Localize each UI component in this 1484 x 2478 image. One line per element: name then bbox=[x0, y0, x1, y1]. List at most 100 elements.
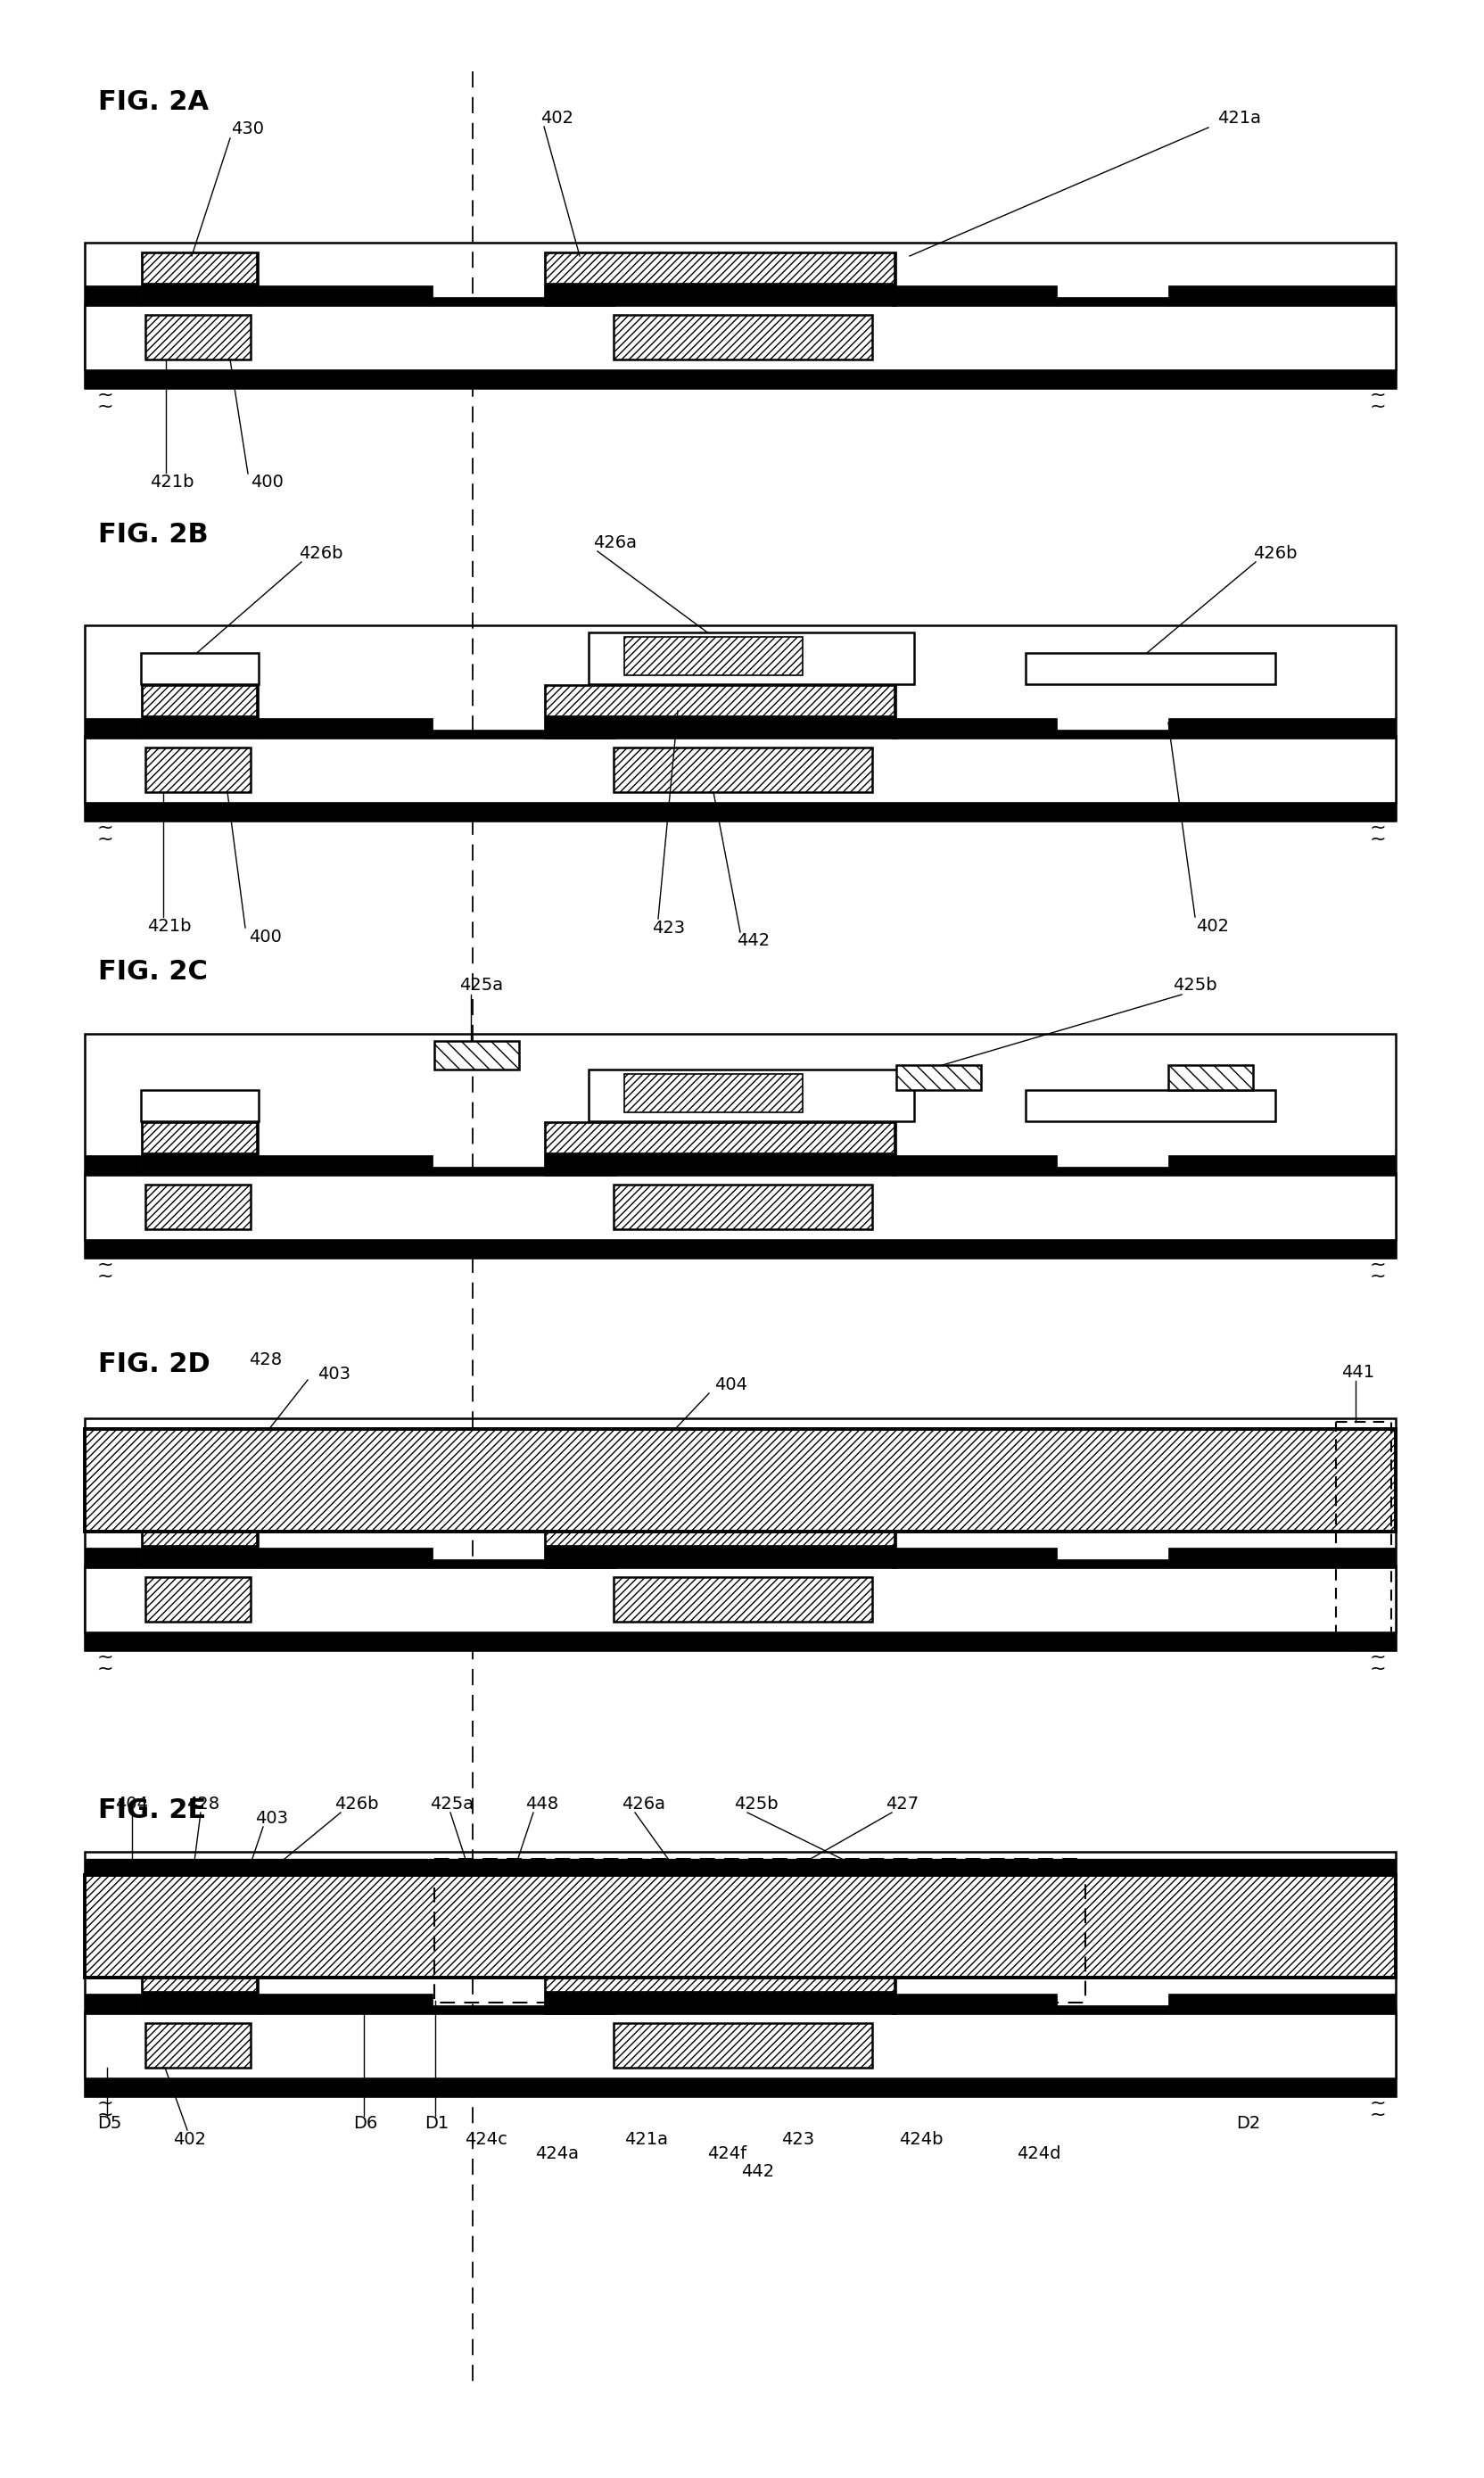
Bar bbox=[85, 1417, 1395, 1650]
Bar bbox=[543, 684, 896, 738]
Bar bbox=[896, 1903, 981, 1928]
Text: ~: ~ bbox=[1368, 1660, 1386, 1678]
Text: 423: 423 bbox=[651, 919, 686, 937]
Bar bbox=[613, 1184, 871, 1229]
Bar bbox=[85, 369, 1395, 389]
Text: ~: ~ bbox=[1368, 1256, 1386, 1274]
Text: ~: ~ bbox=[96, 1660, 113, 1678]
Bar bbox=[623, 1467, 803, 1504]
Bar bbox=[1168, 1155, 1395, 1175]
Bar bbox=[1168, 1903, 1252, 1928]
Text: 402: 402 bbox=[540, 109, 573, 126]
Text: 424f: 424f bbox=[706, 2146, 746, 2163]
Text: 404: 404 bbox=[714, 1375, 748, 1393]
Text: 441: 441 bbox=[1342, 1363, 1374, 1380]
Bar bbox=[85, 2079, 1395, 2096]
Bar bbox=[433, 1041, 519, 1070]
Text: ~: ~ bbox=[1368, 1269, 1386, 1286]
Text: ~: ~ bbox=[1368, 2094, 1386, 2111]
Text: 421b: 421b bbox=[147, 917, 191, 934]
Text: D1: D1 bbox=[424, 2114, 448, 2131]
Bar bbox=[85, 803, 1395, 820]
Bar bbox=[1168, 1549, 1395, 1569]
Text: ~: ~ bbox=[1368, 399, 1386, 416]
Bar bbox=[85, 1549, 141, 1569]
Bar bbox=[432, 729, 548, 738]
Bar bbox=[892, 1549, 1057, 1569]
Text: 442: 442 bbox=[741, 2163, 775, 2181]
Bar bbox=[543, 1514, 896, 1569]
Text: ~: ~ bbox=[96, 387, 113, 404]
Bar bbox=[258, 285, 432, 305]
Text: 400: 400 bbox=[251, 473, 283, 491]
Bar bbox=[258, 1549, 432, 1569]
Bar bbox=[588, 632, 914, 684]
Bar bbox=[1168, 719, 1395, 738]
Text: ~: ~ bbox=[96, 399, 113, 416]
Text: 425a: 425a bbox=[430, 1794, 473, 1811]
Bar bbox=[85, 1851, 1395, 2096]
Bar bbox=[141, 1928, 258, 1960]
Bar bbox=[1025, 652, 1275, 684]
Bar bbox=[543, 1120, 896, 1175]
Bar bbox=[85, 624, 1395, 820]
Bar bbox=[142, 1517, 257, 1546]
Text: 426b: 426b bbox=[1252, 545, 1297, 563]
Bar bbox=[145, 1576, 251, 1621]
Bar bbox=[588, 1462, 914, 1514]
Text: 426b: 426b bbox=[298, 545, 343, 563]
Bar bbox=[896, 1457, 981, 1482]
Text: 423: 423 bbox=[781, 2131, 815, 2148]
Bar bbox=[613, 2022, 871, 2067]
Text: ~: ~ bbox=[1368, 818, 1386, 838]
Bar bbox=[892, 1155, 1057, 1175]
Bar bbox=[142, 686, 257, 716]
Text: 427: 427 bbox=[886, 1794, 919, 1811]
Bar bbox=[258, 719, 432, 738]
Text: ~: ~ bbox=[1368, 1648, 1386, 1665]
Bar bbox=[543, 253, 896, 305]
Bar bbox=[546, 1963, 893, 1992]
Bar bbox=[85, 2012, 1395, 2079]
Bar bbox=[85, 1858, 1395, 1876]
Bar bbox=[588, 1070, 914, 1120]
Text: 425a: 425a bbox=[460, 976, 503, 994]
Bar bbox=[141, 1120, 258, 1175]
Bar bbox=[85, 1172, 1395, 1239]
Bar bbox=[1057, 297, 1168, 305]
Text: FIG. 2C: FIG. 2C bbox=[98, 959, 208, 984]
Text: 430: 430 bbox=[232, 121, 264, 139]
Text: 424a: 424a bbox=[536, 2146, 579, 2163]
Bar bbox=[85, 1430, 1395, 1531]
Text: 426a: 426a bbox=[622, 1794, 665, 1811]
Bar bbox=[258, 1995, 432, 2015]
Text: ~: ~ bbox=[96, 1269, 113, 1286]
Bar bbox=[145, 1184, 251, 1229]
Bar bbox=[85, 1566, 1395, 1633]
Text: D6: D6 bbox=[353, 2114, 377, 2131]
Bar bbox=[141, 684, 258, 738]
Text: 448: 448 bbox=[525, 1794, 558, 1811]
Text: 421a: 421a bbox=[1217, 109, 1261, 126]
Bar bbox=[432, 1167, 548, 1175]
Bar bbox=[623, 637, 803, 674]
Bar bbox=[1168, 1457, 1252, 1482]
Bar bbox=[432, 2005, 548, 2015]
Bar bbox=[145, 315, 251, 359]
Text: 404: 404 bbox=[116, 1794, 148, 1811]
Bar bbox=[142, 1963, 257, 1992]
Bar bbox=[548, 1155, 614, 1175]
Text: FIG. 2D: FIG. 2D bbox=[98, 1351, 211, 1378]
Text: 424b: 424b bbox=[899, 2131, 942, 2148]
Text: 428: 428 bbox=[249, 1353, 282, 1368]
Text: 402: 402 bbox=[174, 2131, 206, 2148]
Bar bbox=[546, 1123, 893, 1152]
Bar bbox=[85, 1995, 141, 2015]
Bar bbox=[1057, 1167, 1168, 1175]
Bar bbox=[85, 1033, 1395, 1259]
Bar bbox=[141, 1960, 258, 2015]
Bar bbox=[85, 1876, 1395, 1977]
Text: 403: 403 bbox=[318, 1365, 350, 1383]
Bar bbox=[141, 1514, 258, 1569]
Bar bbox=[85, 719, 141, 738]
